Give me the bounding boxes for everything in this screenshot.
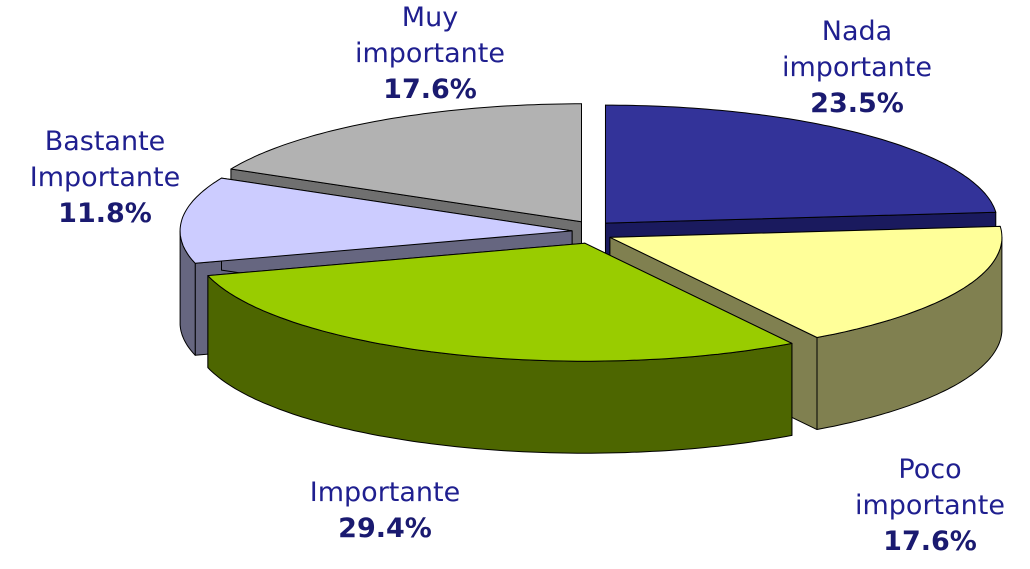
value-label: 11.8%: [58, 198, 152, 229]
slice-label: Poco importante 17.6%: [825, 452, 1030, 560]
category-label: Bastante Importante: [29, 126, 181, 193]
slice-top: [179, 177, 573, 264]
slice-top: [609, 225, 1003, 338]
value-label: 17.6%: [383, 74, 477, 105]
slice-top: [207, 242, 793, 362]
slice-label: Nada importante 23.5%: [752, 14, 962, 122]
slice-label: Muy importante 17.6%: [325, 0, 535, 108]
category-label: Poco importante: [854, 454, 1005, 521]
pie-slice: [207, 242, 793, 454]
slice-top: [604, 104, 997, 224]
category-label: Nada importante: [781, 16, 932, 83]
category-label: Muy importante: [354, 2, 505, 69]
category-label: Importante: [309, 477, 461, 508]
slice-top: [230, 103, 582, 223]
slice-label: Importante 29.4%: [265, 475, 505, 547]
value-label: 29.4%: [338, 513, 432, 544]
value-label: 17.6%: [883, 526, 977, 557]
slice-label: Bastante Importante 11.8%: [0, 124, 210, 232]
value-label: 23.5%: [810, 88, 904, 119]
